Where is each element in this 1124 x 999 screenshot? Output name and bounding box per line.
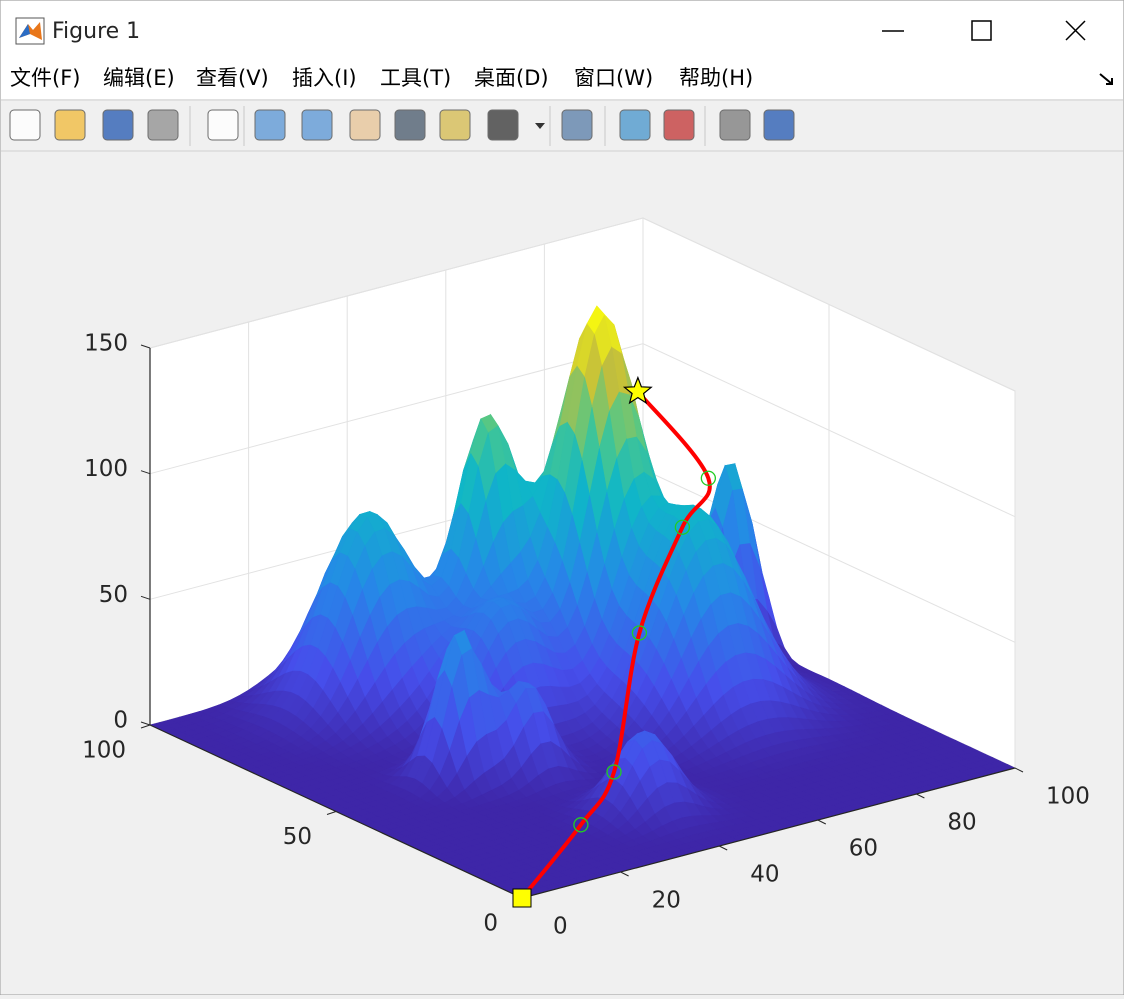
- z-tick-label: 50: [99, 582, 128, 608]
- toolbar-button[interactable]: [254, 109, 286, 141]
- close-button[interactable]: [1065, 20, 1086, 41]
- goal-marker: [622, 375, 653, 405]
- flight-path: [520, 389, 712, 900]
- toolbar: [9, 106, 795, 146]
- z-tick-label: 100: [84, 456, 128, 482]
- app-icon: [15, 17, 45, 45]
- x-tick-label: 0: [553, 914, 568, 940]
- grid-line: [149, 343, 1016, 518]
- z-tick: [140, 721, 151, 726]
- x-tick: [1014, 767, 1024, 773]
- waypoint: [674, 519, 691, 535]
- toolbar-button[interactable]: [663, 109, 695, 141]
- toolbar-button[interactable]: [147, 109, 179, 141]
- toolbar-button[interactable]: [394, 109, 426, 141]
- toolbar-button[interactable]: [54, 109, 86, 141]
- toolbar-button[interactable]: [719, 109, 751, 141]
- menu-item[interactable]: 编辑(E): [103, 66, 175, 90]
- y-tick-label: 0: [483, 911, 498, 937]
- waypoint: [631, 625, 648, 641]
- y-tick-label: 50: [283, 824, 312, 850]
- toolbar-button[interactable]: [102, 109, 134, 141]
- x-tick-label: 60: [849, 836, 878, 862]
- toolbar-button[interactable]: [9, 109, 41, 141]
- x-tick: [620, 871, 629, 877]
- axis-line: [521, 767, 1016, 899]
- dropdown-arrow[interactable]: [535, 123, 545, 129]
- waypoint: [606, 764, 622, 780]
- toolbar-button[interactable]: [487, 109, 519, 141]
- start-marker: [512, 888, 532, 908]
- z-tick-label: 0: [113, 708, 128, 734]
- y-tick: [140, 724, 151, 729]
- x-tick-label: 100: [1046, 784, 1090, 810]
- x-tick: [817, 819, 827, 825]
- menu-item[interactable]: 插入(I): [292, 66, 357, 90]
- title-menu-background: [1, 1, 1123, 99]
- toolbar-button[interactable]: [763, 109, 795, 141]
- maximize-button[interactable]: [971, 20, 992, 41]
- menu-bar: 文件(F) 编辑(E) 查看(V) 插入(I) 工具(T) 桌面(D) 窗口(W) 帮助(H): [10, 66, 753, 90]
- toolbar-button[interactable]: [619, 109, 651, 141]
- toolbar-button[interactable]: [349, 109, 381, 141]
- axes: 0 20 40 60 80 100 0 50 100 0 50 100 150: [82, 217, 1090, 940]
- grid-line: [149, 217, 1016, 392]
- z-tick: [140, 595, 151, 600]
- z-tick-label: 150: [84, 331, 128, 357]
- window-title: Figure 1: [52, 19, 140, 44]
- toolbar-button[interactable]: [207, 109, 239, 141]
- toolbar-button[interactable]: [439, 109, 471, 141]
- z-tick: [140, 470, 151, 475]
- menu-item[interactable]: 查看(V): [196, 66, 269, 90]
- y-tick: [326, 811, 337, 815]
- toolbar-button[interactable]: [561, 109, 593, 141]
- menu-item[interactable]: 窗口(W): [574, 66, 653, 90]
- x-tick-label: 40: [750, 862, 779, 888]
- menu-item[interactable]: 帮助(H): [679, 66, 753, 90]
- dock-button[interactable]: [1099, 73, 1113, 85]
- y-tick-label: 100: [82, 738, 126, 764]
- z-tick: [140, 344, 151, 349]
- toolbar-button[interactable]: [301, 109, 333, 141]
- x-tick: [916, 793, 925, 799]
- menu-item[interactable]: 文件(F): [10, 66, 80, 90]
- menu-item[interactable]: 桌面(D): [474, 66, 549, 90]
- x-tick-label: 20: [652, 888, 681, 914]
- waypoint: [573, 817, 589, 833]
- waypoint: [700, 470, 716, 486]
- menu-item[interactable]: 工具(T): [380, 66, 451, 90]
- x-tick-label: 80: [947, 810, 976, 836]
- x-tick: [718, 845, 728, 851]
